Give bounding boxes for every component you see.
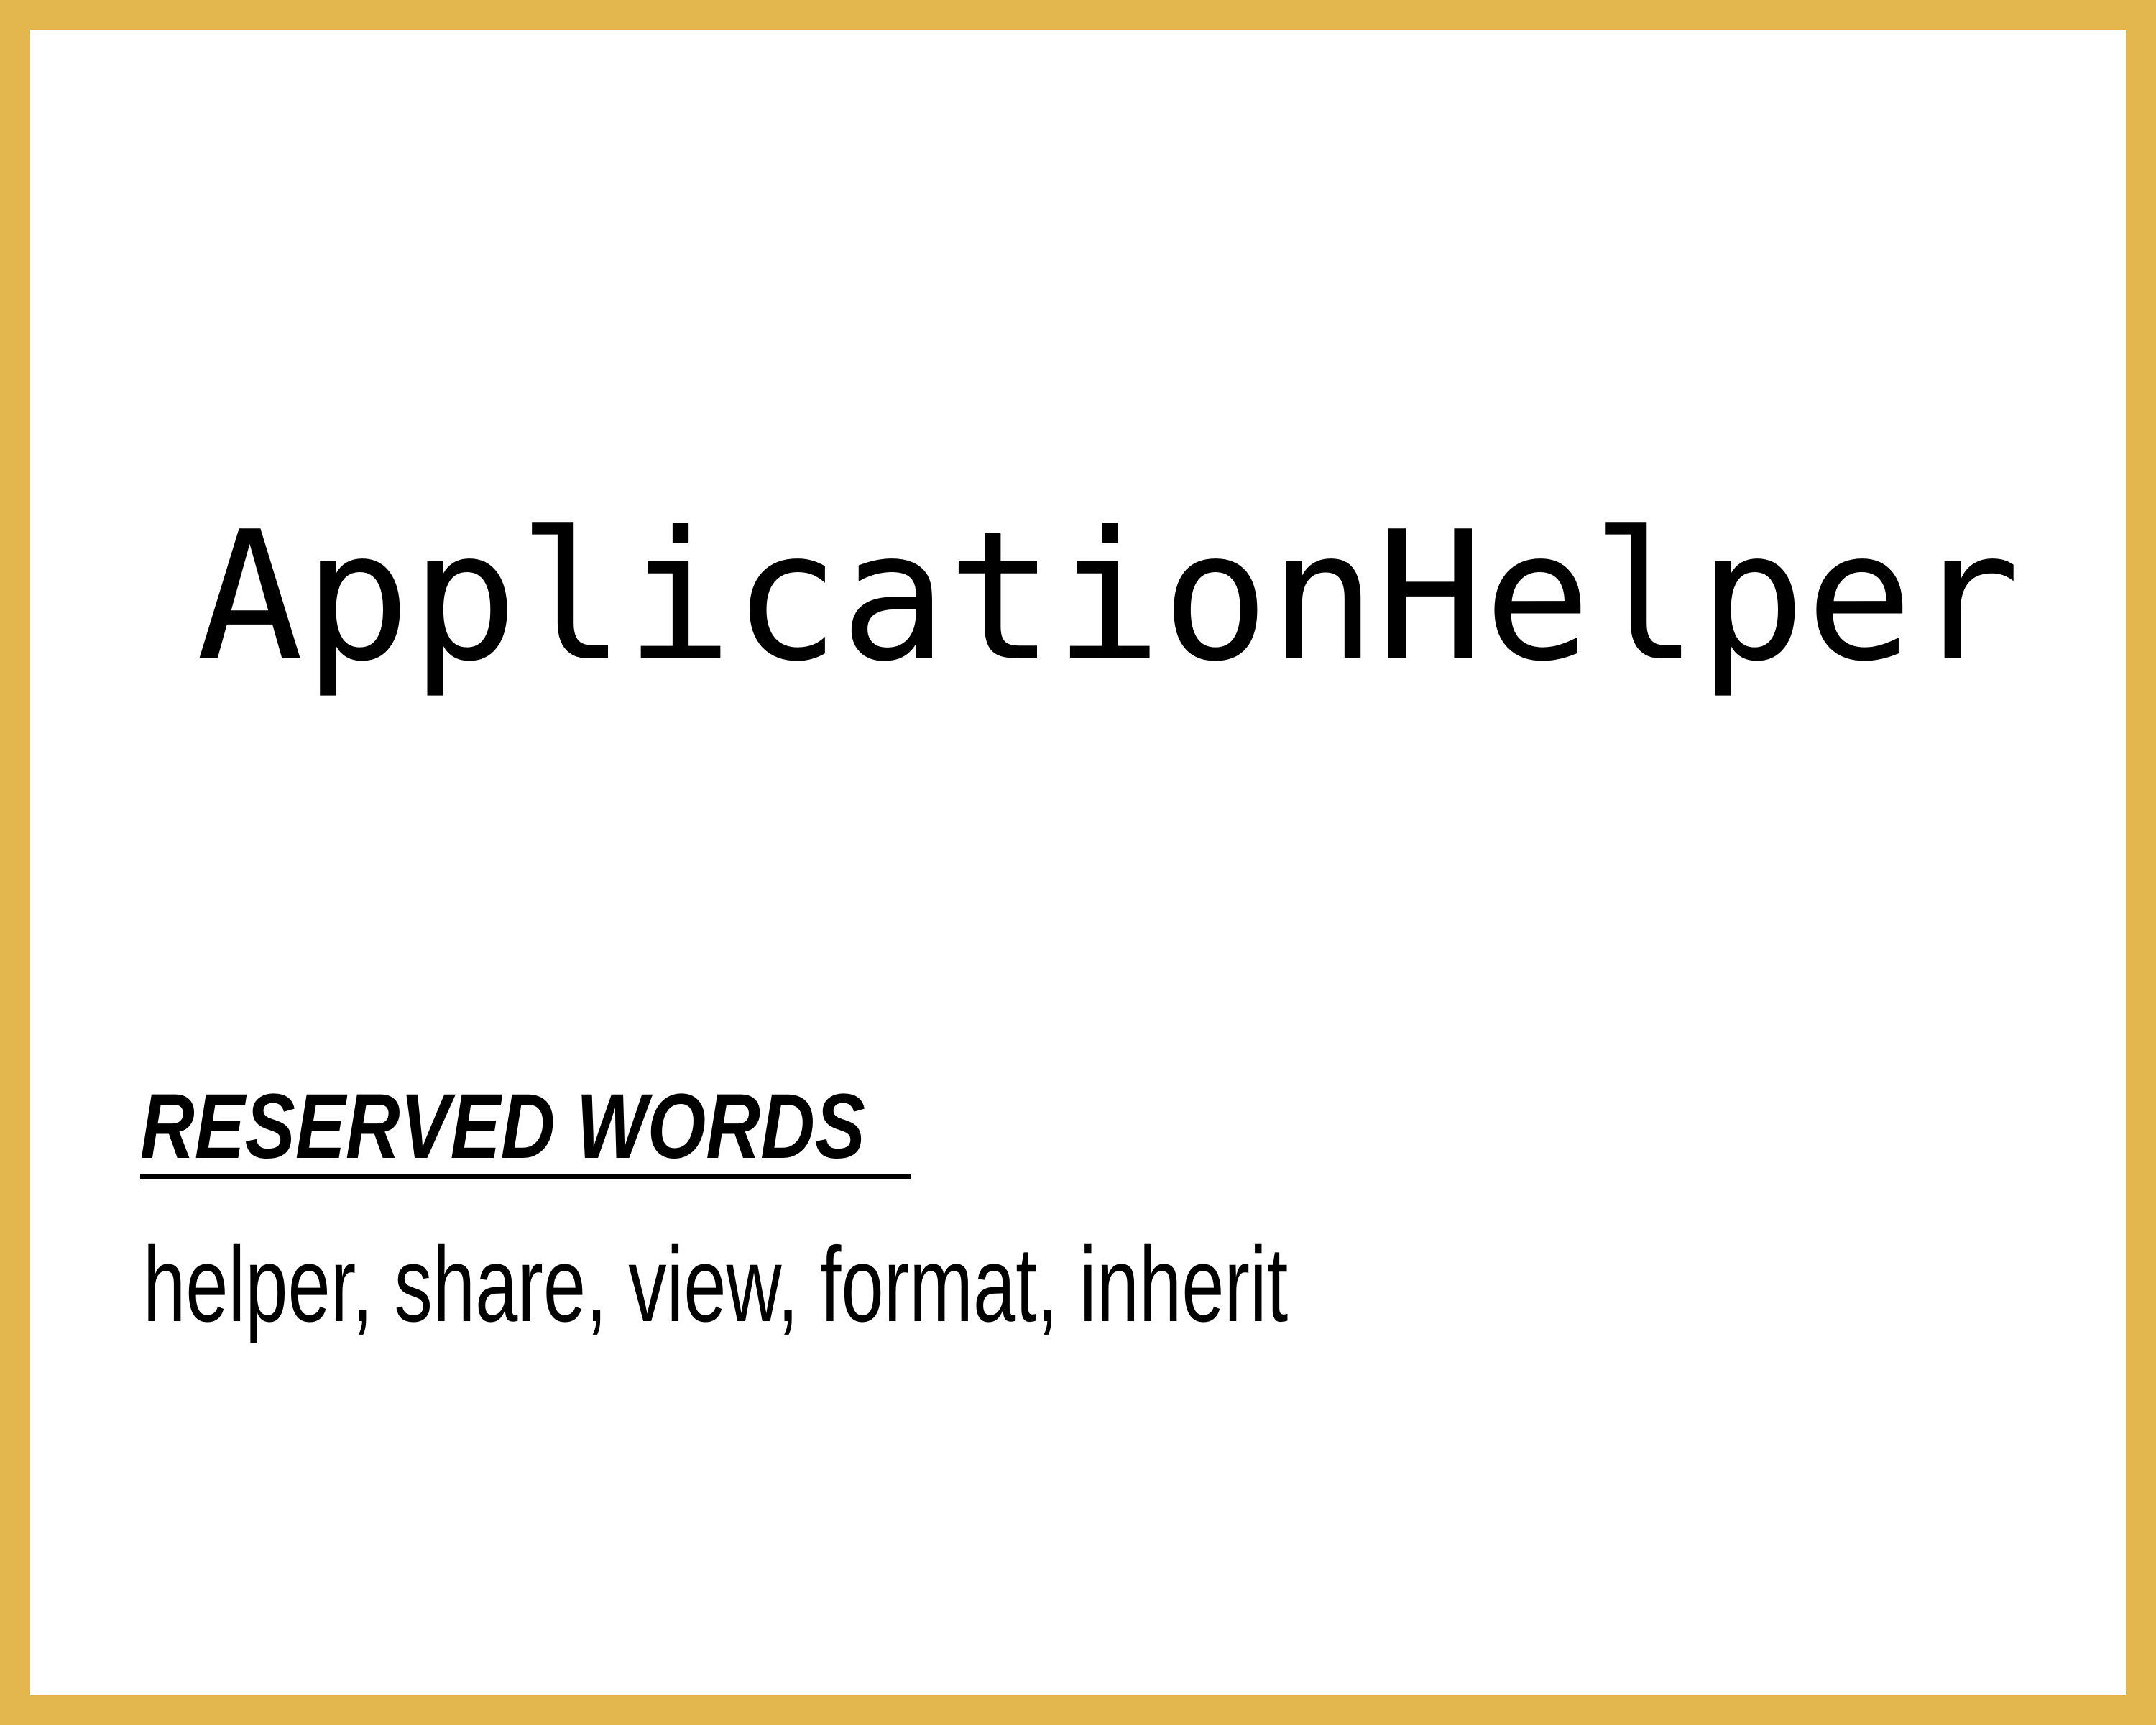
reserved-words-heading: RESERVED WORDS (140, 1075, 865, 1178)
reserved-words-list: helper, share, view, format, inherit (143, 1225, 1289, 1344)
term-title: ApplicationHelper (195, 494, 2021, 701)
heading-underline (140, 1174, 911, 1179)
